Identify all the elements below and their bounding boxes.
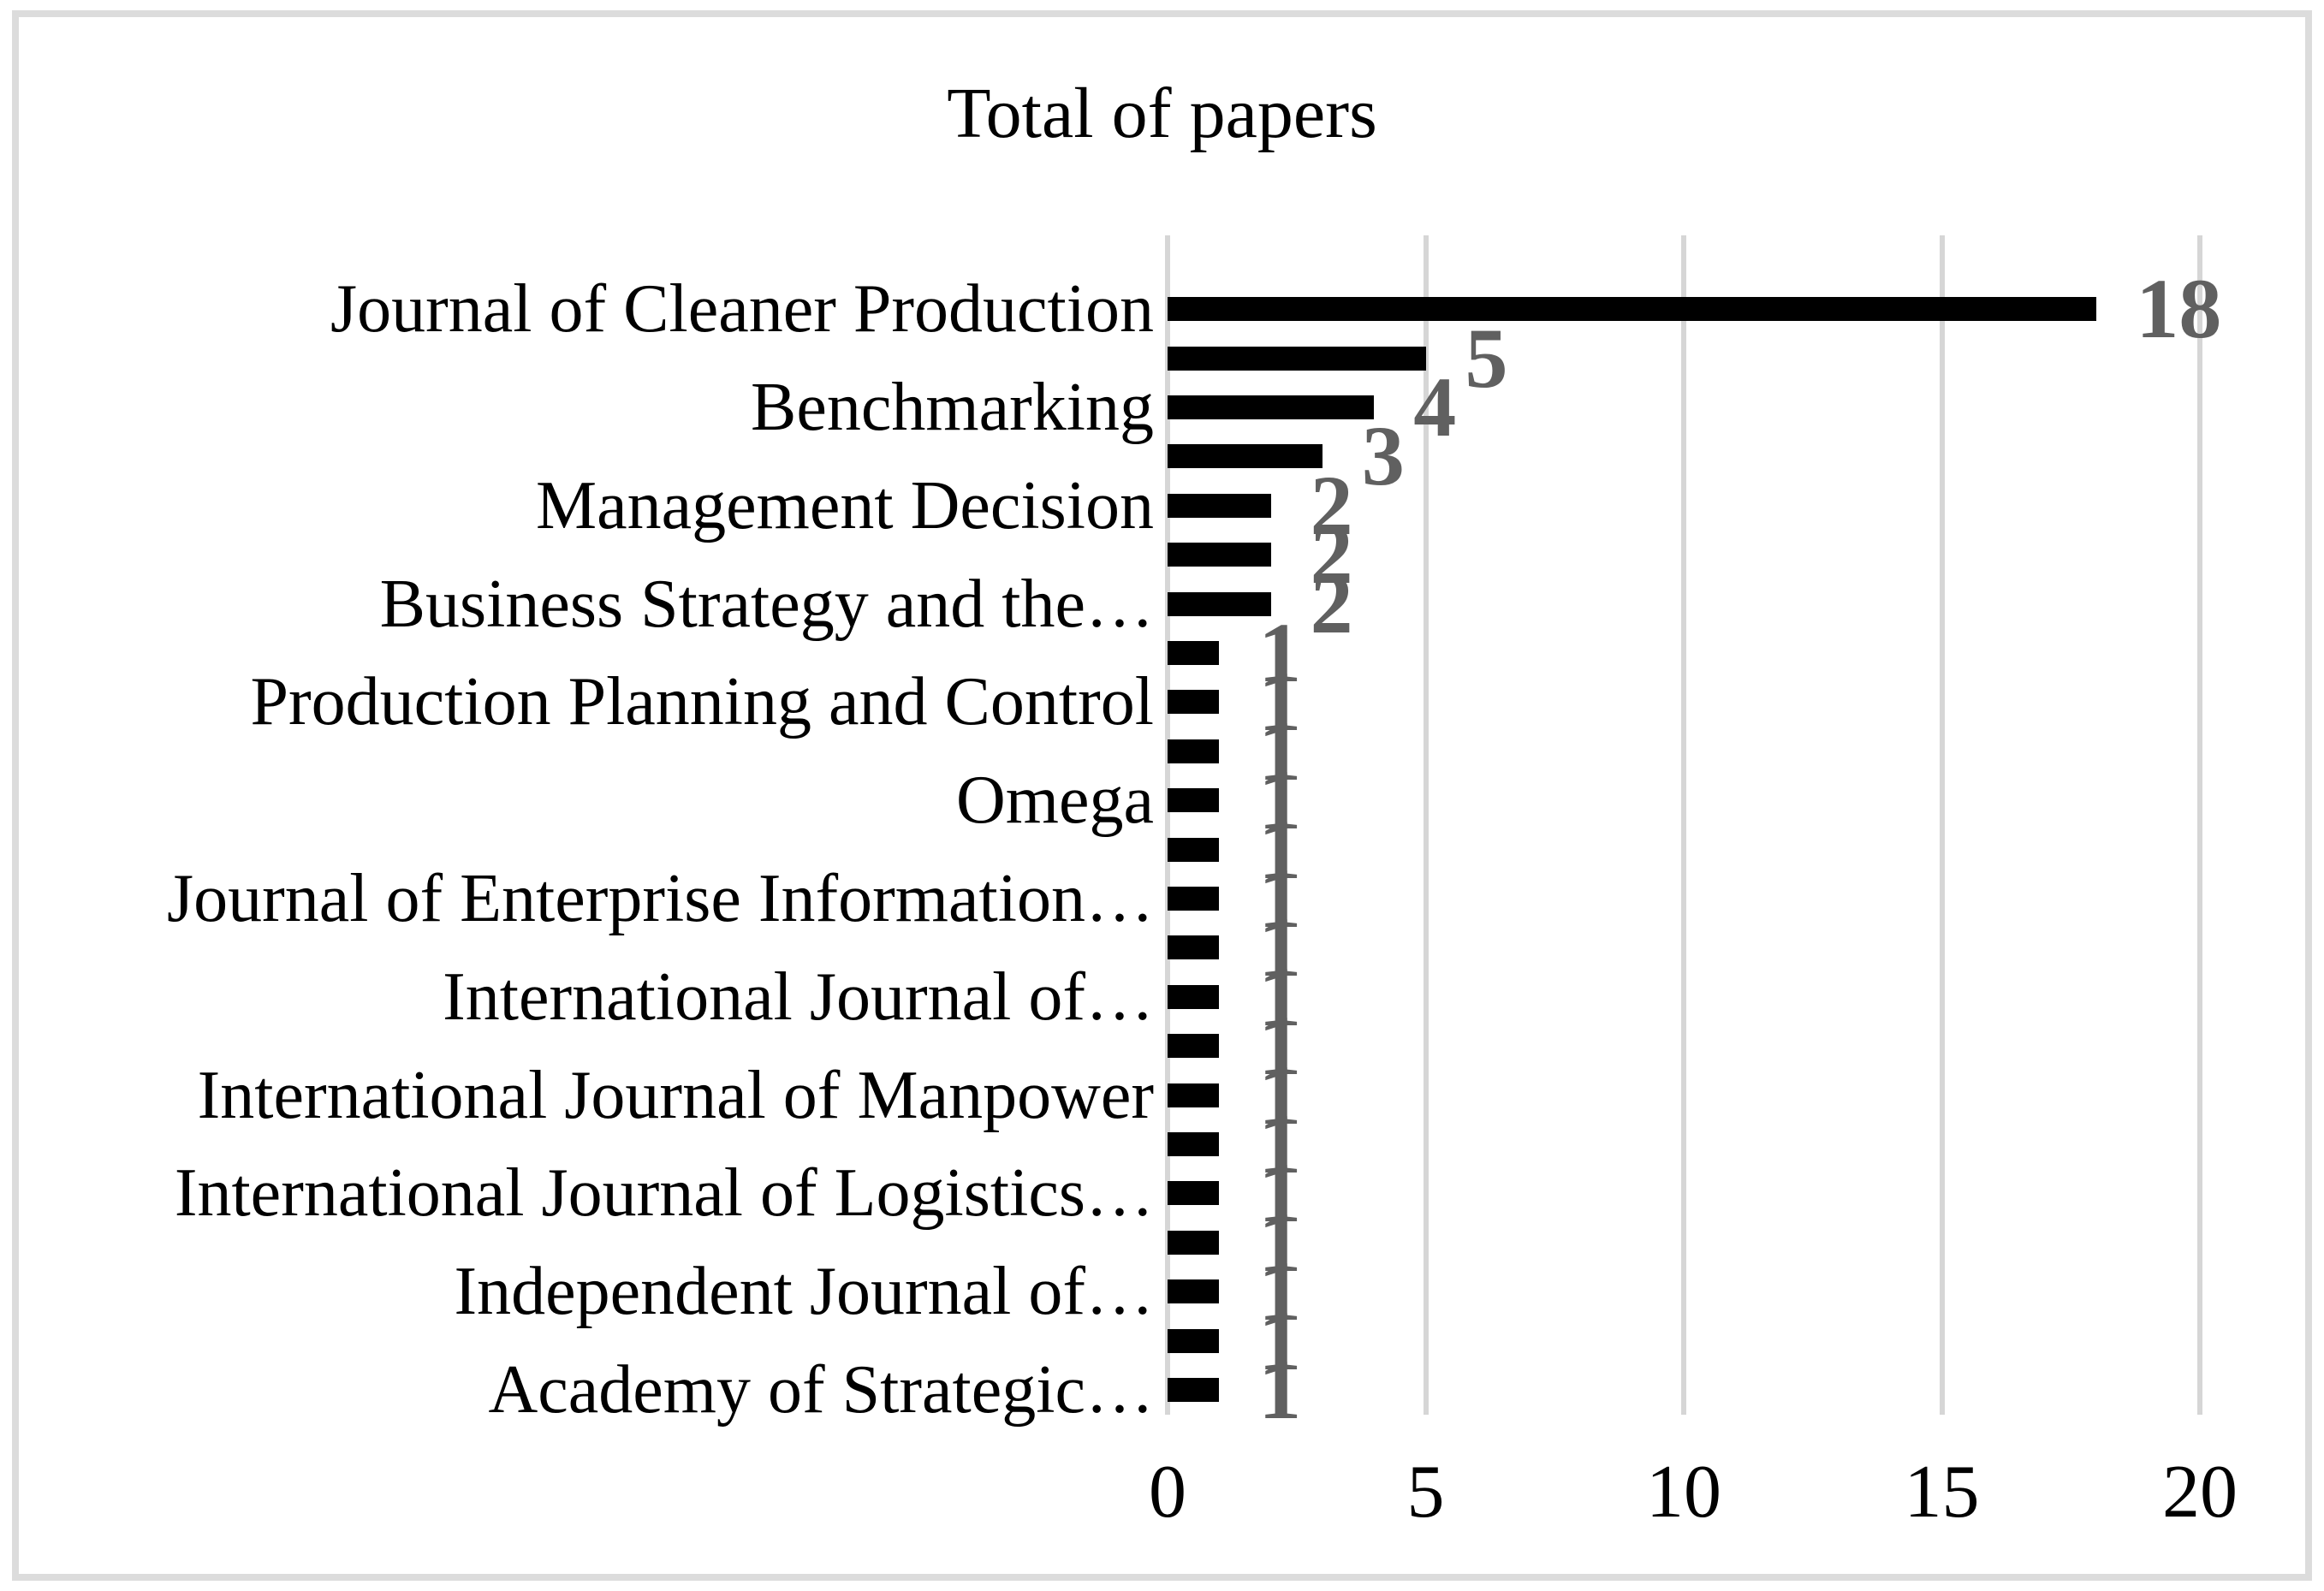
bar-data-label: 1 (1258, 1145, 1302, 1241)
bar (1168, 1230, 1220, 1255)
bar-data-label: 1 (1258, 948, 1302, 1044)
bar-data-label: 1 (1258, 1244, 1302, 1339)
bar (1168, 543, 1271, 567)
bar (1168, 1328, 1220, 1353)
category-label: International Journal of Logistics… (174, 1155, 1154, 1232)
bar (1168, 493, 1271, 518)
bar-data-label: 3 (1361, 408, 1405, 504)
gridline-x-20 (2197, 235, 2202, 1415)
gridline-x-15 (1939, 235, 1945, 1415)
gridline-x-10 (1681, 235, 1686, 1415)
x-tick-label-0: 0 (1149, 1450, 1186, 1534)
x-tick-label-5: 5 (1406, 1450, 1445, 1534)
category-label: Journal of Cleaner Production (330, 271, 1154, 347)
gridline-x-0 (1165, 235, 1170, 1415)
category-label: International Journal of Manpower (197, 1057, 1154, 1133)
x-tick-label-10: 10 (1646, 1450, 1721, 1534)
bar (1168, 591, 1271, 616)
bar-data-label: 1 (1258, 1341, 1302, 1437)
bar (1168, 886, 1220, 911)
bar-data-label: 2 (1310, 555, 1353, 651)
bar (1168, 1181, 1220, 1206)
chart-title: Total of papers (947, 74, 1377, 153)
bar (1168, 297, 2097, 322)
bar (1168, 1131, 1220, 1156)
bar-data-label: 1 (1258, 1095, 1302, 1191)
bar-data-label: 1 (1258, 703, 1302, 798)
bar (1168, 395, 1375, 419)
bar (1168, 1034, 1220, 1059)
category-label: Omega (955, 763, 1154, 839)
bar (1168, 1083, 1220, 1107)
bar (1168, 444, 1322, 469)
bar-data-label: 1 (1258, 801, 1302, 897)
bar (1168, 935, 1220, 960)
bar-data-label: 1 (1258, 654, 1302, 750)
category-label: Management Decision (536, 467, 1154, 543)
bar-data-label: 1 (1258, 998, 1302, 1094)
chart-frame (12, 10, 2312, 1581)
bar-data-label: 2 (1310, 507, 1353, 603)
bar-data-label: 1 (1258, 604, 1302, 700)
category-label: Journal of Enterprise Information… (166, 860, 1154, 936)
bar-data-label: 4 (1413, 359, 1457, 454)
category-label: Business Strategy and the… (379, 566, 1154, 642)
bar (1168, 1279, 1220, 1304)
category-label: Benchmarking (751, 369, 1154, 445)
bar-data-label: 1 (1258, 1194, 1302, 1290)
x-tick-label-20: 20 (2162, 1450, 2238, 1534)
bar-data-label: 1 (1258, 1047, 1302, 1143)
bar-data-label: 1 (1258, 752, 1302, 848)
bar (1168, 984, 1220, 1009)
bar (1168, 788, 1220, 813)
bar-data-label: 2 (1310, 457, 1353, 553)
bar-data-label: 1 (1258, 850, 1302, 946)
x-tick-label-15: 15 (1904, 1450, 1980, 1534)
bar (1168, 640, 1220, 665)
category-label: Academy of Strategic… (488, 1351, 1155, 1428)
bar (1168, 346, 1426, 371)
gridline-x-5 (1423, 235, 1429, 1415)
category-label: Production Planning and Control (250, 664, 1154, 740)
category-label: International Journal of… (443, 959, 1154, 1035)
bar-data-label: 5 (1465, 310, 1508, 406)
category-label: Independent Journal of… (454, 1254, 1154, 1330)
bar-data-label: 1 (1258, 1292, 1302, 1388)
bar-data-label: 18 (2136, 261, 2222, 357)
bar-data-label: 1 (1258, 899, 1302, 995)
bar (1168, 690, 1220, 715)
bar (1168, 739, 1220, 763)
bar (1168, 837, 1220, 862)
bar (1168, 1377, 1220, 1402)
